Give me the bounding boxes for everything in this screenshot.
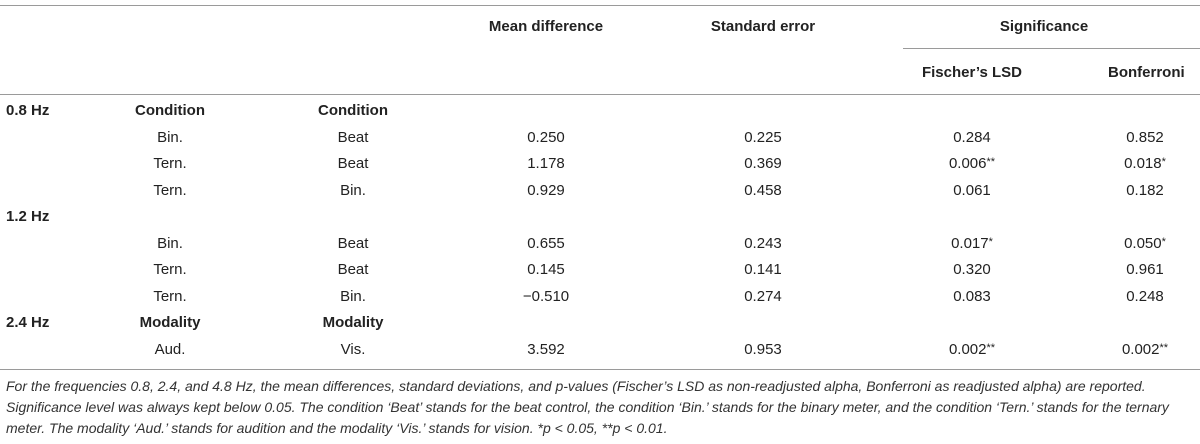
cell-condition-b: Beat: [337, 155, 369, 172]
cell-fischers-lsd-value: 0.061: [953, 181, 991, 199]
cell-standard-error: 0.243: [744, 234, 782, 252]
cell-bonferroni: 0.961: [1075, 261, 1200, 279]
cell-fischers-lsd: 0.061: [902, 182, 1042, 200]
header-fischers-lsd: Fischer’s LSD: [921, 64, 1023, 81]
cell-standard-error: 0.274: [744, 287, 782, 305]
group-label: 0.8 Hz: [6, 102, 50, 119]
cell-condition-a: Tern.: [153, 261, 187, 278]
significance-rule: [903, 48, 1200, 49]
cell-bonferroni: 0.018*: [1075, 155, 1200, 173]
cell-bonferroni: 0.182: [1075, 182, 1200, 200]
cell-condition-a: Tern.: [153, 287, 187, 305]
cell-fischers-lsd-value: 0.320: [953, 261, 991, 278]
header-mean-difference: Mean difference: [488, 18, 604, 35]
group-col1-header: Condition: [135, 102, 205, 119]
cell-bonferroni: 0.852: [1075, 129, 1200, 147]
cell-condition-b: Beat: [337, 261, 369, 278]
cell-condition-b: Bin.: [340, 181, 366, 199]
cell-condition-a: Tern.: [153, 155, 187, 172]
cell-condition-a: Aud.: [154, 340, 186, 358]
cell-mean-difference: −0.510: [522, 287, 570, 305]
cell-fischers-lsd-value: 0.083: [953, 287, 991, 305]
cell-bonferroni-significance-marker: *: [1161, 156, 1166, 168]
cell-fischers-lsd-significance-marker: **: [986, 341, 996, 354]
cell-bonferroni-value: 0.852: [1126, 128, 1164, 146]
header-standard-error: Standard error: [710, 18, 816, 35]
cell-condition-b: Bin.: [340, 287, 366, 305]
cell-fischers-lsd: 0.284: [902, 129, 1042, 147]
cell-condition-b: Vis.: [340, 340, 366, 358]
group-label: 1.2 Hz: [6, 208, 50, 225]
cell-fischers-lsd-significance-marker: **: [986, 156, 996, 168]
cell-bonferroni-significance-marker: **: [1159, 341, 1169, 354]
cell-standard-error: 0.225: [744, 128, 782, 146]
cell-fischers-lsd-value: 0.284: [953, 128, 991, 146]
cell-fischers-lsd: 0.006**: [902, 155, 1042, 173]
cell-mean-difference: 1.178: [527, 155, 565, 172]
cell-mean-difference: 3.592: [527, 340, 565, 358]
cell-fischers-lsd: 0.017*: [902, 235, 1042, 253]
cell-bonferroni-value: 0.961: [1126, 261, 1164, 278]
cell-mean-difference: 0.929: [527, 181, 565, 199]
cell-standard-error: 0.953: [744, 340, 782, 358]
cell-bonferroni-value: 0.050: [1124, 234, 1162, 252]
cell-fischers-lsd: 0.002**: [902, 341, 1042, 359]
header-significance: Significance: [999, 18, 1089, 35]
cell-fischers-lsd-significance-marker: *: [988, 235, 993, 248]
cell-standard-error: 0.458: [744, 181, 782, 199]
cell-mean-difference: 0.145: [527, 261, 565, 278]
group-col2-header: Condition: [318, 102, 388, 119]
cell-condition-b: Beat: [337, 128, 369, 146]
cell-standard-error: 0.141: [744, 261, 782, 278]
table-top-rule: [0, 5, 1200, 6]
cell-bonferroni: 0.248: [1075, 288, 1200, 306]
cell-condition-b: Beat: [337, 234, 369, 252]
cell-fischers-lsd: 0.083: [902, 288, 1042, 306]
header-bonferroni: Bonferroni: [1108, 64, 1185, 81]
header-bottom-rule: [0, 94, 1200, 95]
cell-fischers-lsd-value: 0.006: [948, 155, 987, 172]
cell-bonferroni-significance-marker: *: [1161, 235, 1166, 248]
cell-mean-difference: 0.655: [527, 234, 565, 252]
cell-condition-a: Bin.: [157, 234, 183, 252]
cell-bonferroni: 0.002**: [1075, 341, 1200, 359]
cell-bonferroni-value: 0.018: [1124, 155, 1162, 172]
table-caption: For the frequencies 0.8, 2.4, and 4.8 Hz…: [6, 378, 1169, 436]
cell-standard-error: 0.369: [744, 155, 782, 172]
cell-bonferroni-value: 0.182: [1126, 181, 1164, 199]
cell-condition-a: Tern.: [153, 181, 187, 199]
cell-fischers-lsd: 0.320: [902, 261, 1042, 279]
group-label: 2.4 Hz: [6, 314, 50, 331]
table-bottom-rule: [0, 369, 1200, 370]
cell-bonferroni: 0.050*: [1075, 235, 1200, 253]
group-col2-header: Modality: [322, 314, 384, 331]
cell-fischers-lsd-value: 0.017: [951, 234, 989, 252]
cell-fischers-lsd-value: 0.002: [948, 340, 987, 358]
cell-condition-a: Bin.: [157, 128, 183, 146]
cell-mean-difference: 0.250: [527, 128, 565, 146]
cell-bonferroni-value: 0.002: [1121, 340, 1160, 358]
group-col1-header: Modality: [139, 314, 201, 331]
cell-bonferroni-value: 0.248: [1126, 287, 1164, 305]
